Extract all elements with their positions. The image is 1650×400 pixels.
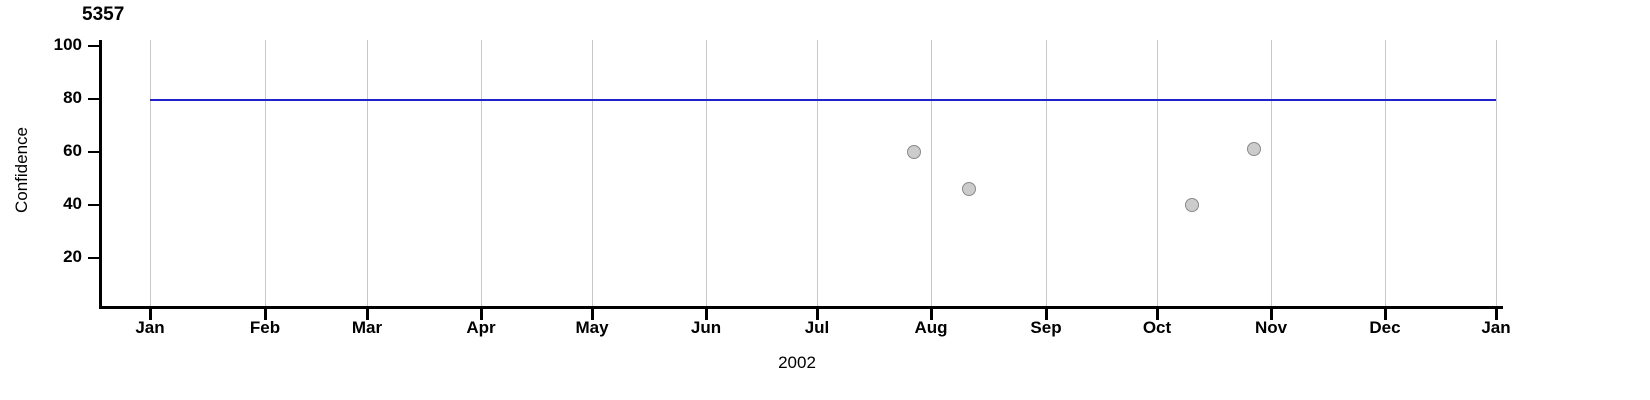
x-tick-label: May <box>575 318 609 337</box>
x-axis-label: 2002 <box>778 353 816 372</box>
x-axis-label-wrapper: 2002 <box>0 353 1650 373</box>
x-tick-mark <box>816 309 819 320</box>
y-tick-mark <box>88 45 99 47</box>
y-tick-mark <box>88 98 99 100</box>
x-tick-label: Feb <box>249 318 281 337</box>
x-tick-label: Jan <box>135 318 165 337</box>
x-tick-label: Nov <box>1254 318 1288 337</box>
x-tick-label: Jan <box>1481 318 1511 337</box>
gridline <box>931 40 932 306</box>
y-tick-label: 40 <box>63 194 82 213</box>
x-tick-mark <box>1045 309 1048 320</box>
y-tick-mark <box>88 151 99 153</box>
gridline <box>817 40 818 306</box>
x-tick-mark <box>1270 309 1273 320</box>
x-tick-mark <box>1384 309 1387 320</box>
x-tick-label: Apr <box>466 318 496 337</box>
gridline <box>1496 40 1497 306</box>
gridline <box>367 40 368 306</box>
y-axis-label: Confidence <box>12 127 31 214</box>
x-axis-line <box>99 306 1503 309</box>
x-tick-label: Sep <box>1030 318 1062 337</box>
y-axis-line <box>99 40 102 308</box>
data-point[interactable] <box>1247 142 1261 157</box>
gridline <box>592 40 593 306</box>
x-tick-mark <box>705 309 708 320</box>
gridline <box>481 40 482 306</box>
x-tick-mark <box>930 309 933 320</box>
x-tick-label: Aug <box>914 318 948 337</box>
x-tick-label: Dec <box>1369 318 1401 337</box>
data-point[interactable] <box>1185 198 1199 212</box>
gridline <box>1385 40 1386 306</box>
x-tick-label: Jul <box>804 318 830 337</box>
y-tick-label: 60 <box>63 141 82 160</box>
x-tick-mark <box>1495 309 1498 320</box>
x-tick-mark <box>480 309 483 320</box>
x-tick-label: Oct <box>1142 318 1172 337</box>
gridline <box>1046 40 1047 306</box>
gridline <box>265 40 266 306</box>
y-tick-mark <box>88 257 99 259</box>
threshold-reference-line <box>150 99 1496 101</box>
x-tick-mark <box>591 309 594 320</box>
gridline <box>1157 40 1158 306</box>
x-tick-mark <box>1156 309 1159 320</box>
gridline <box>1271 40 1272 306</box>
y-tick-label: 20 <box>63 247 82 266</box>
x-tick-label: Jun <box>690 318 722 337</box>
x-tick-label: Mar <box>351 318 383 337</box>
x-tick-mark <box>149 309 152 320</box>
x-tick-mark <box>366 309 369 320</box>
data-point[interactable] <box>907 145 921 159</box>
chart-title: 5357 <box>82 4 125 25</box>
y-tick-label: 80 <box>63 88 82 107</box>
y-tick-label: 100 <box>53 35 82 54</box>
gridline <box>150 40 151 306</box>
x-tick-mark <box>264 309 267 320</box>
y-tick-mark <box>88 204 99 206</box>
gridline <box>706 40 707 306</box>
data-point[interactable] <box>962 182 976 197</box>
